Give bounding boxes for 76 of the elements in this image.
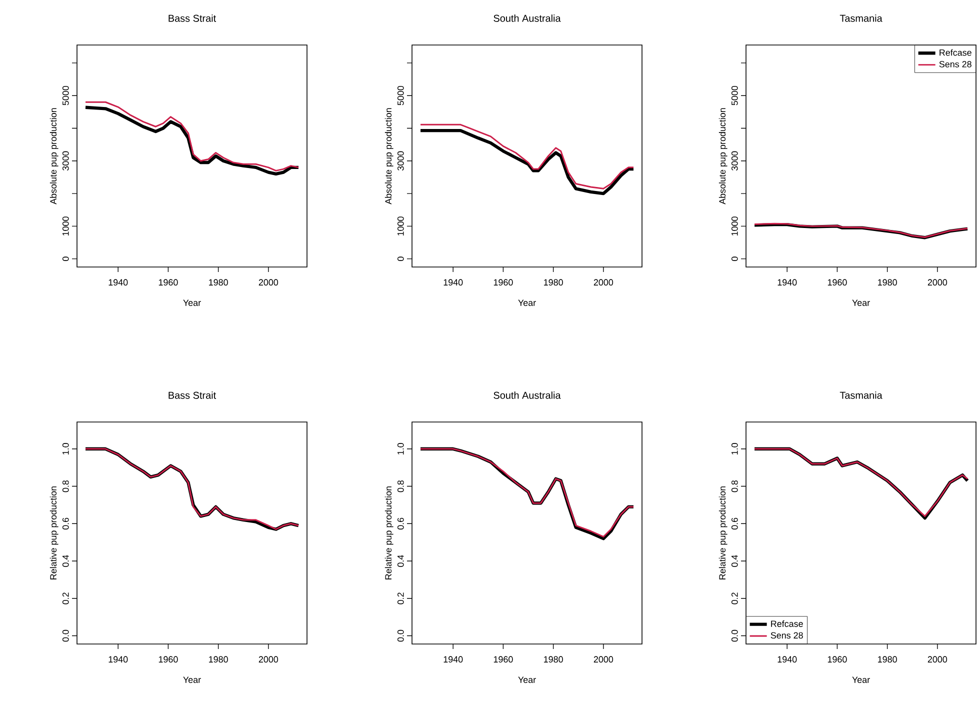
y-tick-label: 1.0 [731, 443, 738, 454]
y-tick-label: 5000 [731, 86, 738, 106]
x-axis-title: Year [852, 300, 870, 306]
legend-label: Refcase [771, 620, 803, 627]
y-tick-label: 0.2 [397, 592, 404, 604]
chart-title: Tasmania [840, 392, 882, 399]
y-tick-label: 0.0 [731, 630, 738, 642]
y-tick-label: 0.0 [62, 630, 69, 642]
y-tick-label: 0.8 [731, 480, 738, 492]
x-tick-label: 2000 [258, 656, 278, 663]
x-axis-title: Year [183, 676, 201, 683]
x-axis-title: Year [852, 676, 870, 683]
y-tick-label: 0 [731, 256, 738, 261]
y-axis-title: Absolute pup production [384, 108, 394, 204]
x-tick-label: 1960 [828, 279, 847, 286]
y-tick-label: 0.2 [731, 592, 738, 604]
chart-title: Bass Strait [168, 14, 216, 22]
y-axis-title: Relative pup production [718, 486, 728, 580]
y-tick-label: 1000 [62, 216, 69, 236]
legend-label: Sens 28 [770, 632, 803, 639]
legend-label: Refcase [940, 49, 972, 56]
legend-label: Sens 28 [939, 61, 972, 68]
x-tick-label: 1940 [778, 279, 797, 286]
x-tick-label: 1940 [444, 279, 463, 286]
y-tick-label: 0.4 [731, 555, 738, 567]
x-tick-label: 2000 [594, 279, 614, 286]
x-tick-label: 1960 [158, 656, 178, 663]
x-tick-label: 1980 [544, 656, 563, 663]
y-tick-label: 3000 [397, 151, 404, 171]
x-tick-label: 1980 [544, 279, 563, 286]
x-axis-title: Year [518, 300, 536, 306]
x-tick-label: 1960 [494, 279, 513, 286]
y-tick-label: 0.8 [397, 480, 404, 492]
x-tick-label: 1940 [108, 279, 128, 286]
x-tick-label: 1940 [778, 656, 797, 663]
y-tick-label: 0.6 [397, 518, 404, 530]
x-tick-label: 1940 [444, 656, 463, 663]
x-tick-label: 1980 [878, 656, 897, 663]
chart-title: Bass Strait [168, 392, 216, 399]
chart-title: Tasmania [840, 14, 882, 22]
y-tick-label: 0.2 [62, 592, 69, 604]
x-tick-label: 1960 [158, 279, 178, 286]
x-tick-label: 1960 [494, 656, 513, 663]
chart-title: South Australia [494, 14, 561, 22]
y-tick-label: 1000 [731, 216, 738, 236]
y-axis-title: Absolute pup production [718, 108, 728, 204]
y-tick-label: 0.0 [397, 630, 404, 642]
x-tick-label: 1980 [878, 279, 897, 286]
y-tick-label: 0.4 [62, 555, 69, 567]
x-axis-title: Year [183, 300, 201, 306]
y-tick-label: 3000 [731, 151, 738, 171]
x-tick-label: 1940 [108, 656, 128, 663]
y-tick-label: 0 [397, 256, 404, 261]
y-axis-title: Relative pup production [384, 486, 394, 580]
y-tick-label: 1.0 [397, 443, 404, 454]
y-tick-label: 0.4 [397, 555, 404, 567]
y-tick-label: 0.8 [62, 480, 69, 492]
y-tick-label: 5000 [62, 86, 69, 106]
y-tick-label: 0 [62, 256, 69, 261]
y-tick-label: 1.0 [62, 443, 69, 454]
x-tick-label: 2000 [258, 279, 278, 286]
chart-title: South Australia [494, 392, 561, 399]
y-tick-label: 0.6 [62, 518, 69, 530]
x-tick-label: 1960 [828, 656, 847, 663]
y-tick-label: 5000 [397, 86, 404, 106]
y-tick-label: 1000 [397, 216, 404, 236]
x-tick-label: 2000 [594, 656, 614, 663]
x-tick-label: 1980 [209, 279, 228, 286]
x-tick-label: 1980 [209, 656, 228, 663]
y-tick-label: 0.6 [731, 518, 738, 530]
x-axis-title: Year [518, 676, 536, 683]
y-tick-label: 3000 [62, 151, 69, 171]
x-tick-label: 2000 [928, 279, 948, 286]
y-axis-title: Relative pup production [50, 486, 58, 580]
y-axis-title: Absolute pup production [50, 108, 58, 204]
x-tick-label: 2000 [928, 656, 948, 663]
